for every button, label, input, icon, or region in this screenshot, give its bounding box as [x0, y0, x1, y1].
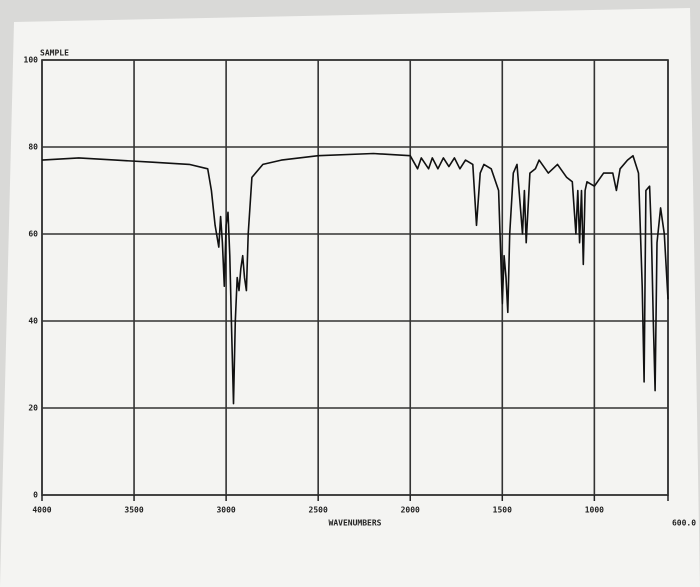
y-tick-label: 40 — [28, 317, 38, 326]
y-tick-label: 100 — [24, 56, 39, 65]
x-tick-label: 4000 — [32, 506, 51, 515]
paper — [0, 8, 700, 587]
y-tick-label: 80 — [28, 143, 38, 152]
x-tick-label: 2500 — [309, 506, 328, 515]
x-tick-label: 3500 — [124, 506, 143, 515]
y-tick-label: 60 — [28, 230, 38, 239]
x-tick-label: 2000 — [401, 506, 420, 515]
spectrum-line — [41, 152, 669, 405]
x-tick-label: 1500 — [493, 506, 512, 515]
x-tick-label: 1000 — [585, 506, 604, 515]
x-tick-label: 600.0 — [672, 519, 696, 528]
x-axis-label: WAVENUMBERS — [329, 519, 382, 528]
chart-title: SAMPLE — [40, 49, 69, 58]
x-tick-label: 3000 — [216, 506, 235, 515]
y-tick-label: 0 — [33, 491, 38, 500]
y-tick-label: 20 — [28, 404, 38, 413]
